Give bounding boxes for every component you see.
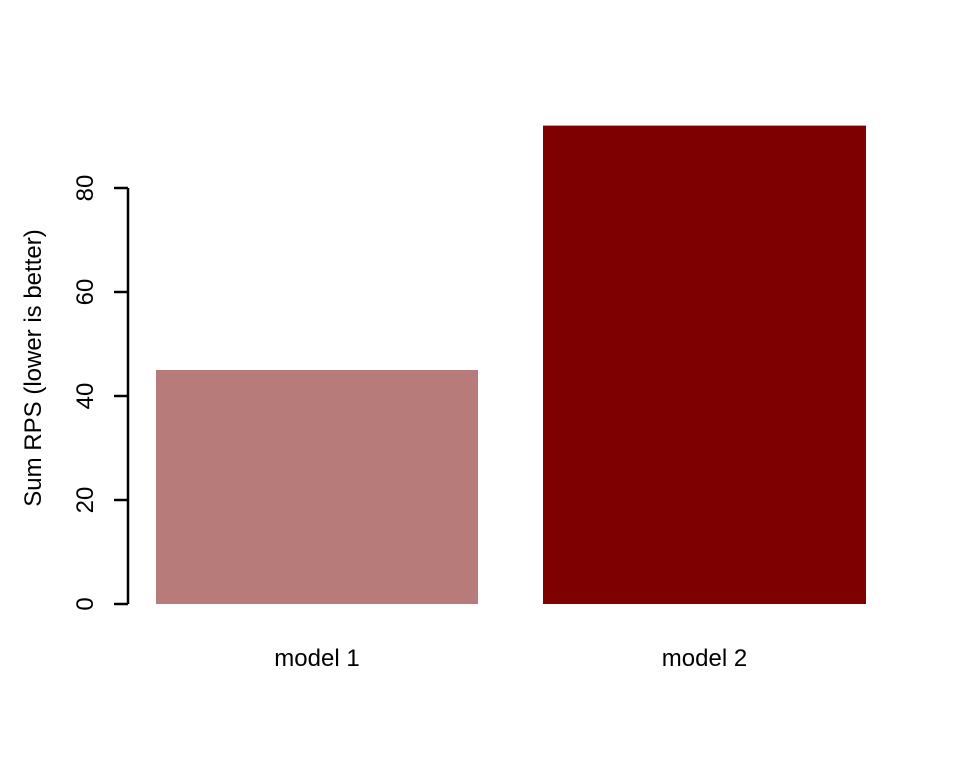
y-tick-label: 20 xyxy=(72,487,99,514)
y-tick-label: 80 xyxy=(72,175,99,202)
y-tick-label: 40 xyxy=(72,383,99,410)
bar-model-1 xyxy=(156,370,478,604)
bar-group xyxy=(156,125,866,604)
bar-model-2 xyxy=(543,125,866,604)
y-axis-title: Sum RPS (lower is better) xyxy=(20,229,47,506)
x-category-label: model 2 xyxy=(662,645,747,672)
y-ticks: 0 20 40 60 80 xyxy=(72,175,128,611)
y-tick-label: 60 xyxy=(72,279,99,306)
x-category-label: model 1 xyxy=(274,645,359,672)
x-category-labels: model 1 model 2 xyxy=(274,645,747,672)
y-tick-label: 0 xyxy=(72,597,99,610)
